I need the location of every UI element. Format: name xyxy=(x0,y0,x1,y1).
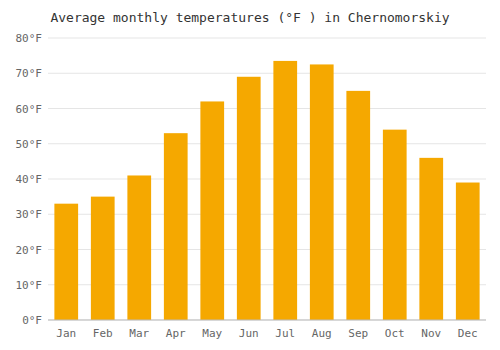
x-tick-label: Dec xyxy=(458,327,478,340)
bar xyxy=(310,64,334,320)
x-tick-label: Mar xyxy=(129,327,149,340)
x-tick-label: Nov xyxy=(421,327,441,340)
grid-line xyxy=(48,38,486,39)
x-tick-label: Sep xyxy=(348,327,368,340)
y-tick-label: 50°F xyxy=(16,138,43,151)
y-tick-label: 60°F xyxy=(16,103,43,116)
x-tick-label: Aug xyxy=(312,327,332,340)
y-tick-label: 0°F xyxy=(22,314,42,327)
x-tick-label: May xyxy=(202,327,222,340)
bar xyxy=(237,77,261,320)
x-tick-label: Apr xyxy=(166,327,186,340)
y-tick-label: 70°F xyxy=(16,67,43,80)
x-tick-label: Oct xyxy=(385,327,405,340)
bar xyxy=(419,158,443,320)
y-tick-label: 20°F xyxy=(16,244,43,257)
bar xyxy=(200,101,224,320)
y-tick-label: 30°F xyxy=(16,208,43,221)
y-tick-label: 80°F xyxy=(16,32,43,45)
bar xyxy=(54,204,78,320)
x-tick-label: Feb xyxy=(93,327,113,340)
chart: Average monthly temperatures (°F ) in Ch… xyxy=(0,0,500,350)
title: Average monthly temperatures (°F ) in Ch… xyxy=(50,10,449,25)
x-tick-label: Jul xyxy=(275,327,295,340)
bar xyxy=(273,61,297,320)
bar xyxy=(164,133,188,320)
y-tick-label: 40°F xyxy=(16,173,43,186)
grid-line xyxy=(48,108,486,109)
x-tick-label: Jan xyxy=(56,327,76,340)
grid-line xyxy=(48,143,486,144)
y-tick-label: 10°F xyxy=(16,279,43,292)
bar xyxy=(91,197,115,320)
bar xyxy=(346,91,370,320)
grid xyxy=(48,38,486,320)
grid-line xyxy=(48,320,486,321)
bar xyxy=(127,175,151,320)
bars xyxy=(54,61,479,320)
x-tick-label: Jun xyxy=(239,327,259,340)
grid-line xyxy=(48,73,486,74)
bar xyxy=(456,183,480,320)
bar xyxy=(383,130,407,320)
x-axis-line xyxy=(48,320,486,321)
